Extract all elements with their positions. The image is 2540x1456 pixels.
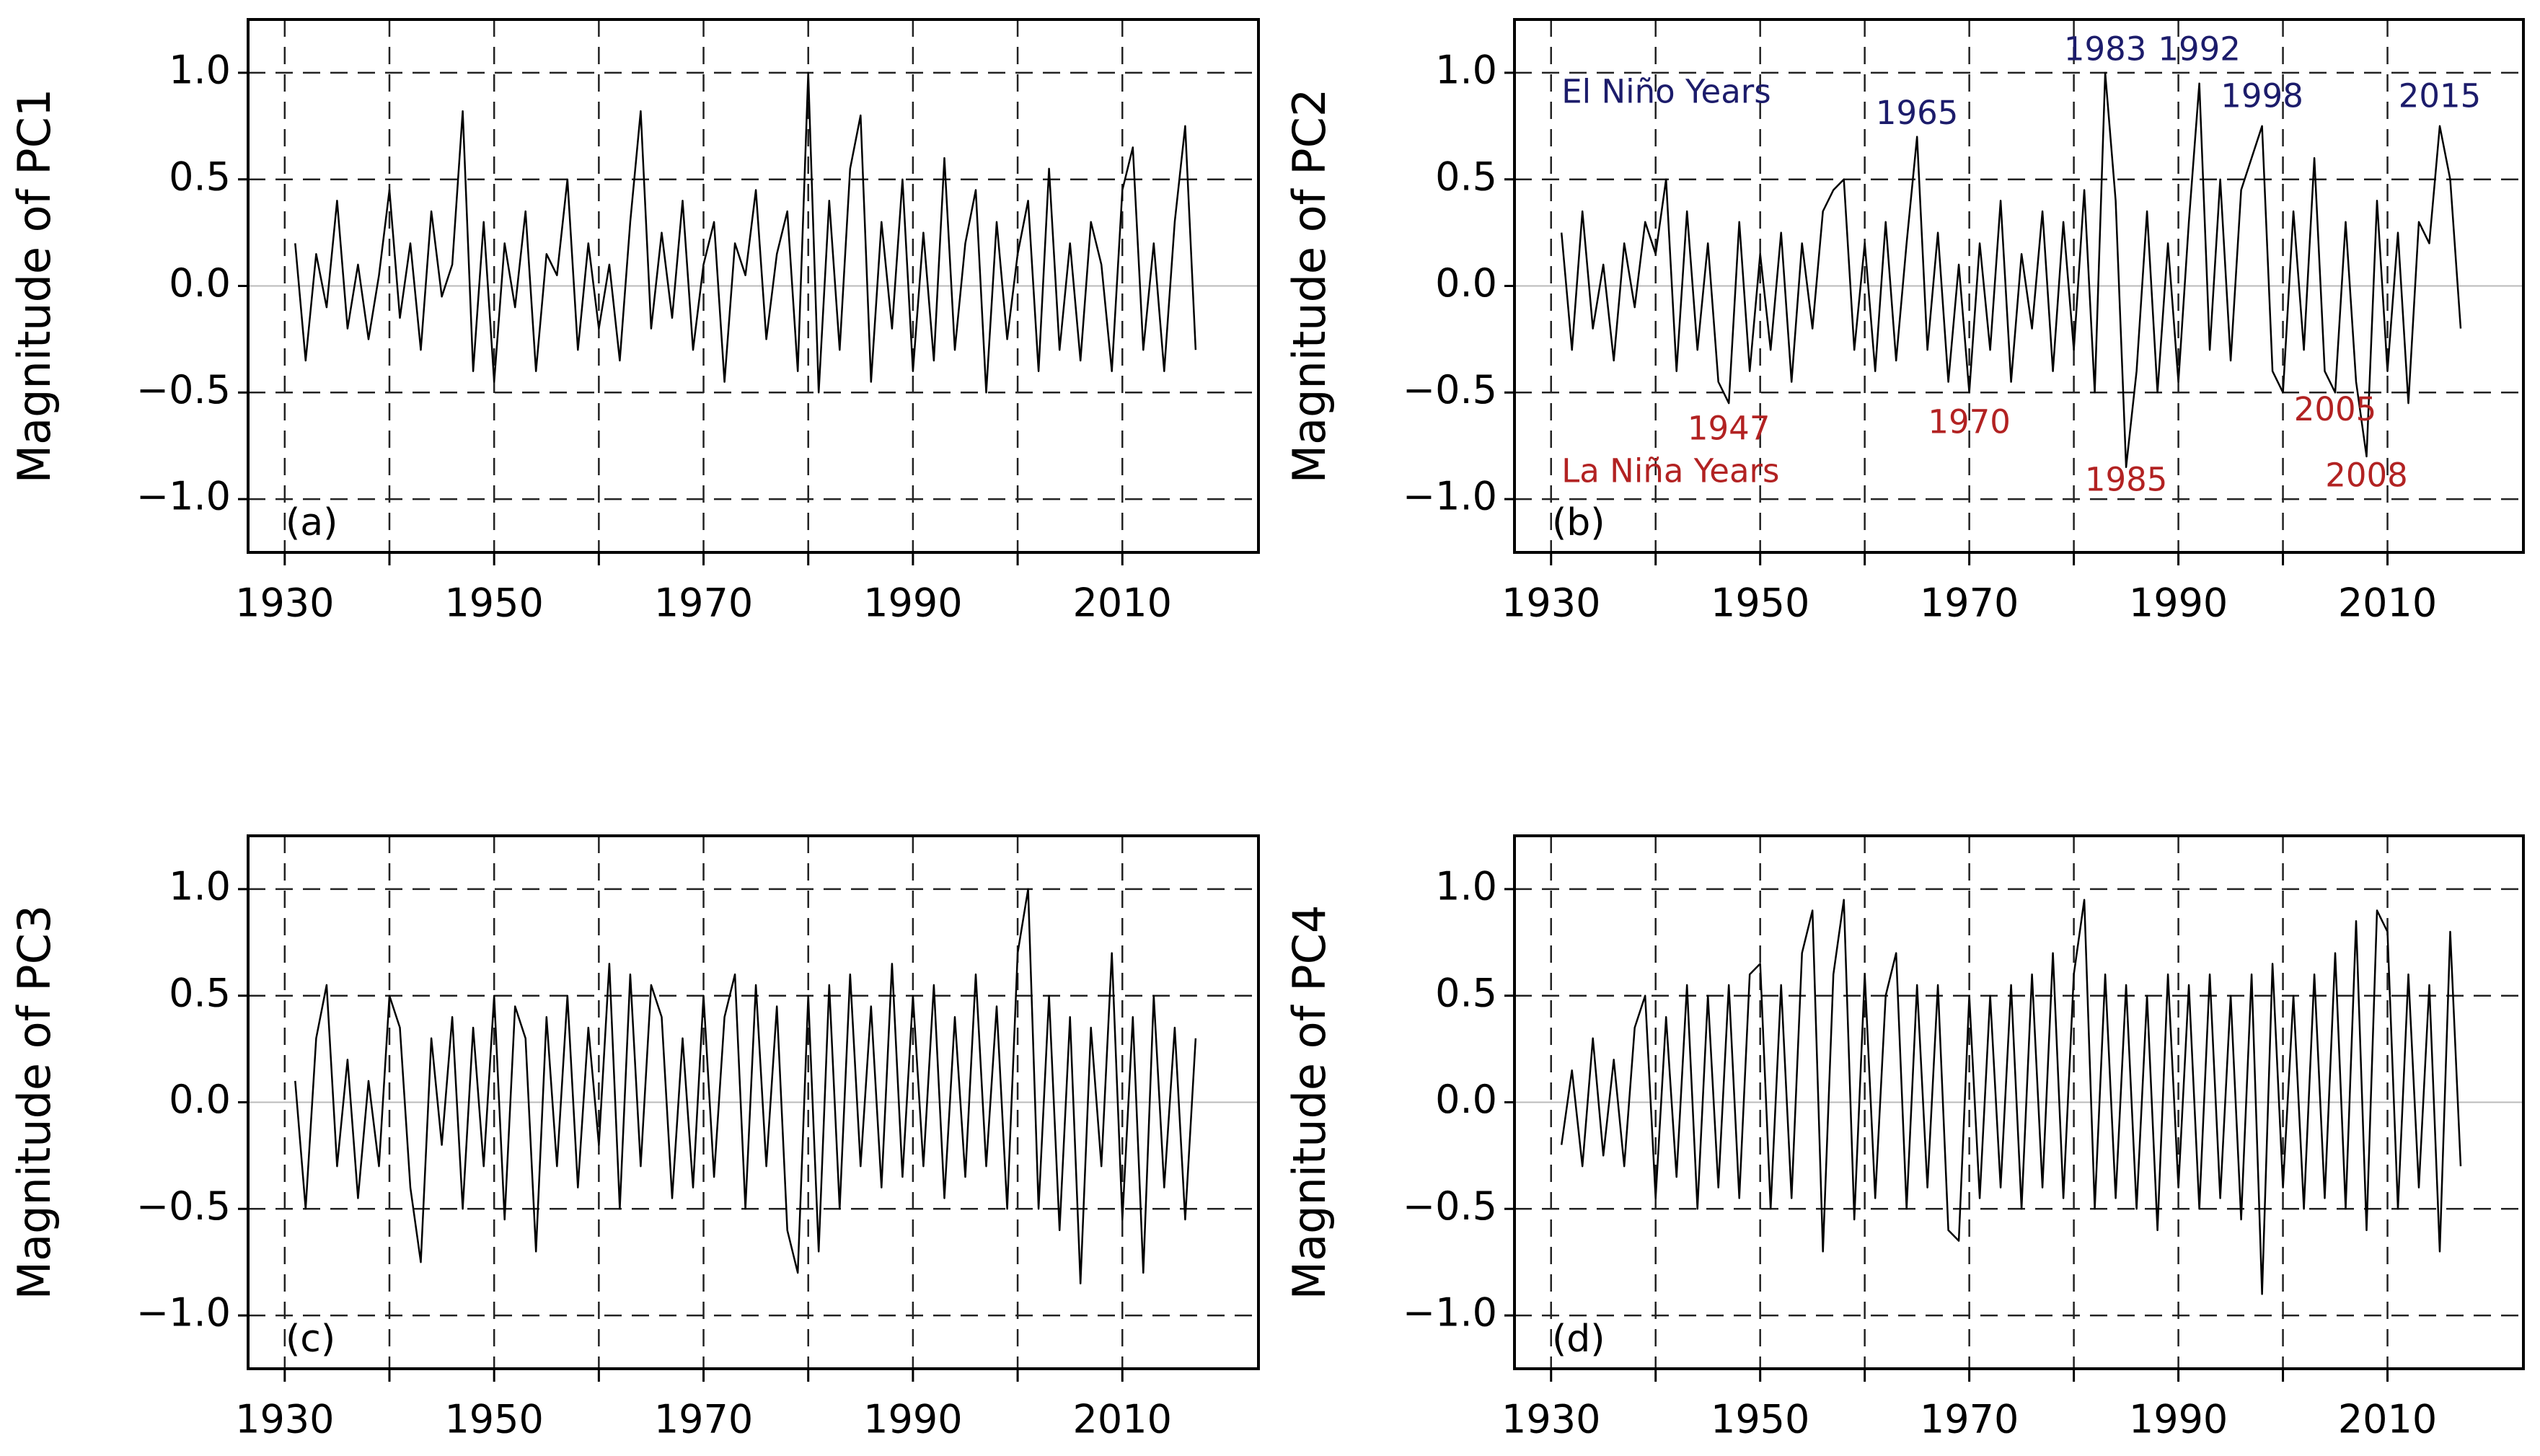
annotation: 1985 bbox=[2085, 460, 2168, 498]
y-tick-label: −1.0 bbox=[136, 474, 231, 519]
panel-label: (c) bbox=[286, 1318, 335, 1361]
annotation: La Niña Years bbox=[1561, 452, 1779, 490]
panel-label: (a) bbox=[286, 501, 338, 544]
x-tick-label: 1950 bbox=[1711, 1397, 1809, 1442]
y-tick-label: −0.5 bbox=[1403, 367, 1497, 412]
y-tick-label: 1.0 bbox=[1435, 864, 1497, 909]
y-axis-label: Magnitude of PC2 bbox=[1283, 89, 1336, 484]
x-tick-label: 1970 bbox=[654, 581, 753, 626]
x-tick-label: 1930 bbox=[1501, 1397, 1600, 1442]
x-tick-label: 1930 bbox=[1501, 581, 1600, 626]
y-axis-label: Magnitude of PC4 bbox=[1283, 905, 1336, 1300]
y-tick-label: 0.5 bbox=[169, 154, 231, 199]
y-tick-label: −1.0 bbox=[136, 1290, 231, 1336]
axes-frame bbox=[247, 834, 1260, 1370]
x-tick-label: 1970 bbox=[1920, 1397, 2019, 1442]
y-tick-label: 0.0 bbox=[1435, 260, 1497, 306]
panel-label: (d) bbox=[1552, 1318, 1605, 1361]
panel: −1.0 −0.5 0.0 0.5 1.0 1930 1950 1970 1990 2010 (a)… bbox=[8, 18, 1260, 626]
annotation: 1992 bbox=[2158, 30, 2241, 68]
data-line bbox=[294, 888, 1197, 1285]
annotation: 1965 bbox=[1876, 94, 1959, 132]
x-tick-label: 1990 bbox=[863, 1397, 962, 1442]
annotation: 2015 bbox=[2399, 76, 2482, 115]
x-tick-label: 2010 bbox=[1073, 581, 1172, 626]
y-tick-label: 1.0 bbox=[1435, 48, 1497, 93]
annotation: 2008 bbox=[2325, 456, 2408, 495]
panel: −1.0 −0.5 0.0 0.5 1.0 1930 1950 1970 1990 2010 (c)… bbox=[8, 834, 1260, 1442]
y-tick-label: −1.0 bbox=[1403, 474, 1497, 519]
panel: −1.0 −0.5 0.0 0.5 1.0 1930 1950 1970 1990 2010 (b)… bbox=[1283, 18, 2525, 626]
y-tick-label: −0.5 bbox=[1403, 1183, 1497, 1229]
x-tick-label: 1990 bbox=[863, 581, 962, 626]
x-tick-label: 1990 bbox=[2129, 1397, 2228, 1442]
data-line bbox=[294, 71, 1197, 394]
axes-frame bbox=[1513, 18, 2525, 554]
x-tick-label: 1970 bbox=[654, 1397, 753, 1442]
x-tick-label: 1950 bbox=[1711, 581, 1809, 626]
y-tick-label: −0.5 bbox=[136, 1183, 231, 1229]
y-tick-label: 0.0 bbox=[169, 260, 231, 306]
y-axis-label: Magnitude of PC3 bbox=[8, 905, 61, 1300]
x-tick-label: 1950 bbox=[444, 581, 543, 626]
data-line bbox=[1560, 899, 2462, 1295]
y-tick-label: 1.0 bbox=[169, 48, 231, 93]
y-tick-label: 0.5 bbox=[1435, 970, 1497, 1015]
annotation: 2005 bbox=[2294, 390, 2377, 428]
x-tick-label: 2010 bbox=[1073, 1397, 1172, 1442]
annotation: 1947 bbox=[1688, 410, 1770, 448]
x-tick-label: 2010 bbox=[2338, 581, 2437, 626]
y-tick-label: 0.5 bbox=[169, 970, 231, 1015]
x-tick-label: 1950 bbox=[444, 1397, 543, 1442]
annotation: 1998 bbox=[2221, 76, 2303, 115]
x-tick-label: 2010 bbox=[2338, 1397, 2437, 1442]
x-tick-label: 1930 bbox=[235, 1397, 334, 1442]
axes-frame bbox=[247, 18, 1260, 554]
y-tick-label: 0.0 bbox=[169, 1077, 231, 1122]
panel: −1.0 −0.5 0.0 0.5 1.0 1930 1950 1970 1990 2010 (d)… bbox=[1283, 834, 2525, 1442]
y-axis-label: Magnitude of PC1 bbox=[8, 89, 61, 484]
annotation: El Niño Years bbox=[1561, 72, 1770, 110]
x-tick-label: 1930 bbox=[235, 581, 334, 626]
data-line bbox=[1560, 71, 2462, 469]
annotation: 1983 bbox=[2064, 30, 2147, 68]
axes-frame bbox=[1513, 834, 2525, 1370]
x-tick-label: 1990 bbox=[2129, 581, 2228, 626]
annotation: 1970 bbox=[1928, 403, 2011, 441]
y-tick-label: 1.0 bbox=[169, 864, 231, 909]
x-tick-label: 1970 bbox=[1920, 581, 2019, 626]
y-tick-label: −0.5 bbox=[136, 367, 231, 412]
y-tick-label: 0.5 bbox=[1435, 154, 1497, 199]
y-tick-label: 0.0 bbox=[1435, 1077, 1497, 1122]
y-tick-label: −1.0 bbox=[1403, 1290, 1497, 1336]
panel-label: (b) bbox=[1552, 501, 1605, 544]
